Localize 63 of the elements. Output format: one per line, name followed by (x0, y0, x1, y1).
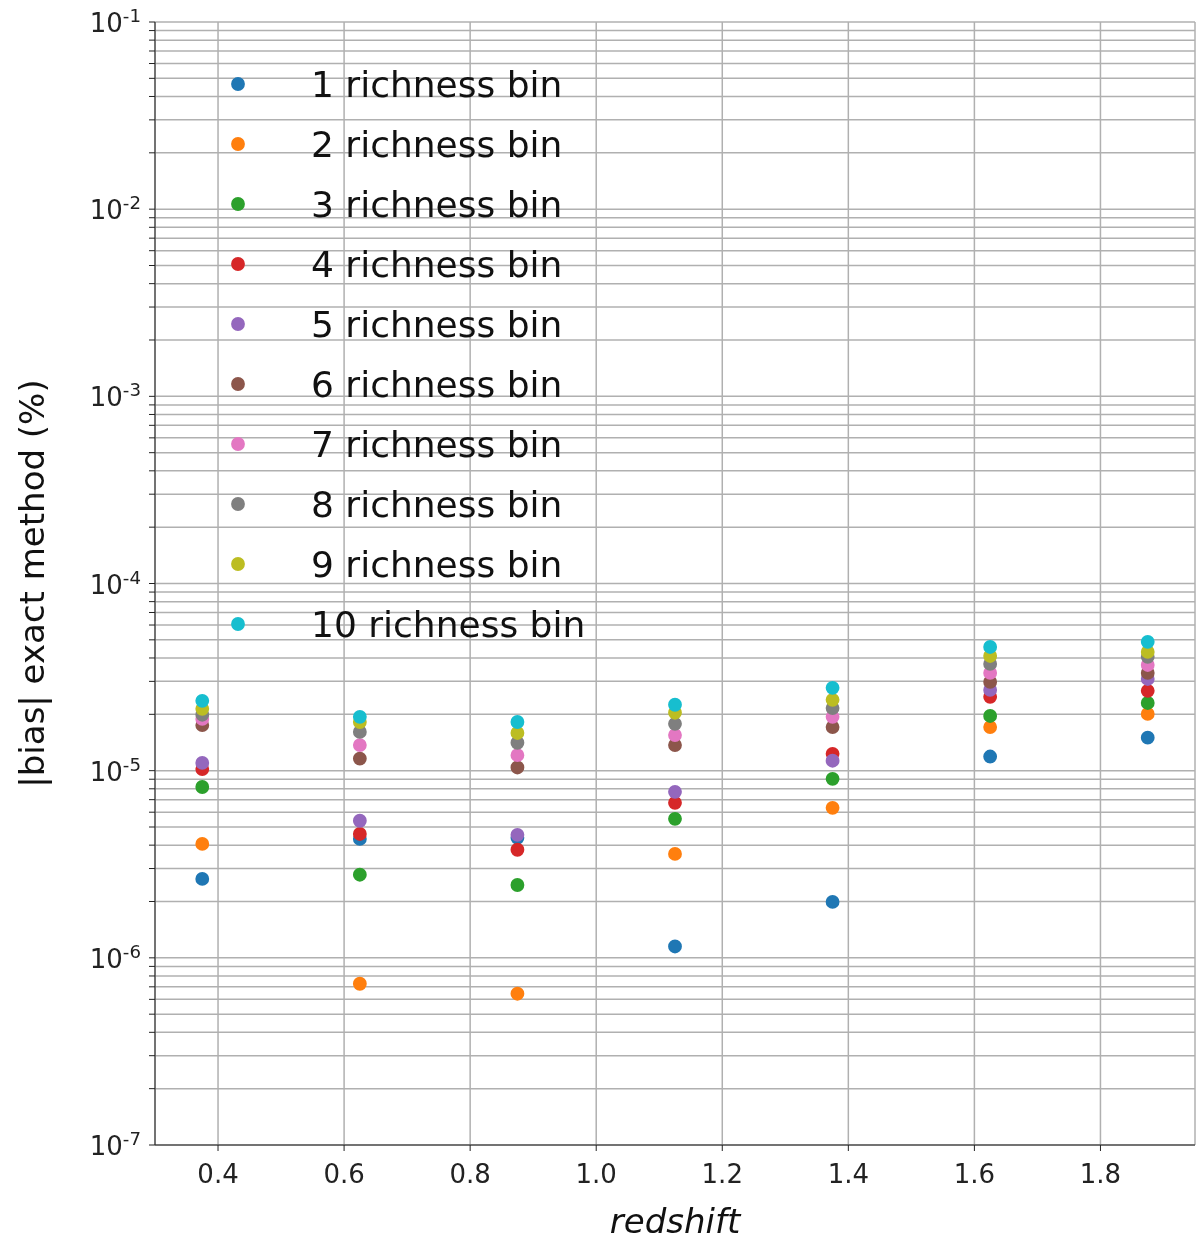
point (352, 738, 367, 752)
legend-label: 3 richness bin (311, 183, 563, 225)
point (1140, 696, 1155, 710)
legend-label: 7 richness bin (311, 423, 563, 465)
point (1140, 730, 1155, 745)
point (195, 693, 210, 708)
y-tick-label: 10$^{-7}$ (89, 1127, 141, 1161)
point (195, 872, 210, 886)
point (1140, 683, 1155, 698)
x-tick-label: 1.4 (827, 1159, 870, 1189)
point (510, 715, 525, 729)
point (668, 811, 682, 826)
point (510, 842, 525, 857)
legend-label: 4 richness bin (311, 243, 563, 285)
x-axis-title: redshift (609, 1201, 742, 1238)
legend-label: 6 richness bin (311, 363, 563, 405)
y-tick-label: 10$^{-6}$ (89, 940, 141, 974)
point (825, 680, 840, 695)
x-tick-label: 1.8 (1079, 1159, 1122, 1189)
point (195, 837, 210, 851)
point (352, 827, 367, 841)
point (1140, 634, 1155, 649)
point (195, 756, 210, 770)
legend-label: 9 richness bin (311, 543, 563, 585)
point (825, 895, 840, 909)
point (352, 751, 367, 766)
legend-label: 1 richness bin (311, 63, 563, 105)
point (825, 692, 840, 707)
y-tick-label: 10$^{-3}$ (89, 378, 141, 413)
point (510, 748, 525, 763)
point (668, 697, 682, 712)
point (352, 813, 367, 828)
x-tick-label: 1.6 (953, 1159, 996, 1189)
y-tick-label: 10$^{-5}$ (89, 753, 141, 787)
legend-label: 5 richness bin (311, 303, 563, 345)
point (510, 878, 525, 892)
x-tick-label: 0.6 (323, 1159, 365, 1189)
point (983, 709, 998, 723)
point (352, 867, 367, 882)
point (195, 780, 210, 794)
y-tick-label: 10$^{-2}$ (89, 191, 141, 226)
point (668, 847, 682, 861)
point (668, 784, 682, 799)
y-tick-label: 10$^{-1}$ (89, 4, 141, 38)
point (983, 749, 998, 764)
point (668, 939, 682, 954)
point (825, 800, 840, 815)
point (352, 709, 367, 724)
y-tick-label: 10$^{-4}$ (89, 566, 141, 600)
legend-label: 10 richness bin (311, 603, 586, 645)
x-tick-label: 0.4 (197, 1159, 239, 1189)
y-axis-title: |bias| exact method (%) (12, 379, 52, 788)
legend-label: 2 richness bin (311, 123, 563, 165)
point (983, 640, 998, 654)
x-tick-label: 1.0 (575, 1159, 617, 1189)
x-tick-label: 1.2 (701, 1159, 743, 1189)
point (825, 753, 840, 768)
point (510, 760, 525, 775)
point (825, 771, 840, 786)
point (510, 986, 525, 1001)
point (352, 976, 367, 991)
x-tick-label: 0.8 (449, 1159, 491, 1189)
legend-label: 8 richness bin (311, 483, 563, 525)
